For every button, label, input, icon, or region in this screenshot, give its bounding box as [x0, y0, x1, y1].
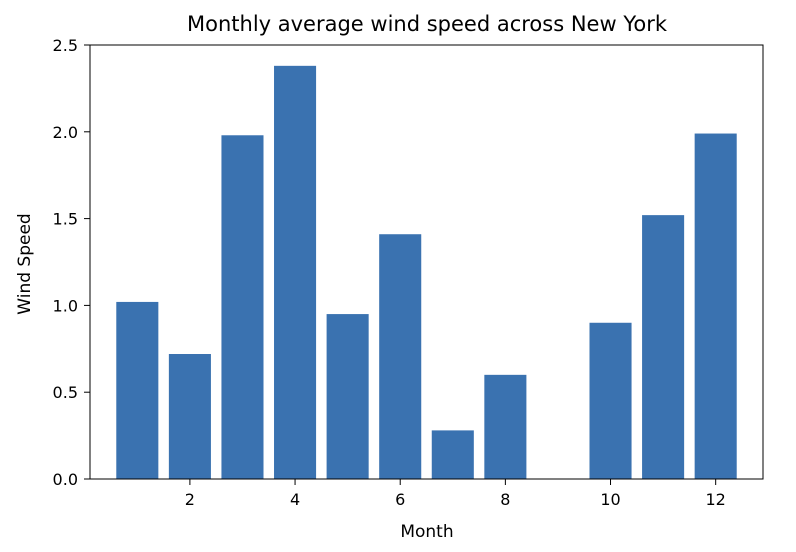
x-tick-label: 2	[185, 490, 195, 509]
bar-month-10	[589, 322, 632, 479]
bar-month-3	[221, 135, 264, 479]
x-tick-label: 8	[500, 490, 510, 509]
y-tick-label: 1.0	[53, 296, 78, 315]
bar-month-5	[326, 314, 369, 479]
y-axis-ticks: 0.0 0.5 1.0 1.5 2.0 2.5	[53, 36, 90, 489]
x-tick-label: 4	[290, 490, 300, 509]
bar-month-2	[168, 354, 211, 479]
bars-group	[116, 65, 737, 480]
x-axis-label: Month	[400, 522, 453, 542]
bar-month-7	[431, 430, 474, 479]
y-tick-label: 0.5	[53, 383, 78, 402]
y-tick-label: 1.5	[53, 210, 78, 229]
bar-month-1	[116, 301, 159, 479]
plot-frame	[89, 44, 764, 480]
y-axis-label: Wind Speed	[15, 213, 35, 314]
x-tick-label: 12	[706, 490, 726, 509]
y-tick-label: 0.0	[53, 470, 78, 489]
bar-month-4	[274, 65, 317, 479]
y-tick-label: 2.0	[53, 123, 78, 142]
bar-month-8	[484, 374, 527, 479]
y-tick-label: 2.5	[53, 36, 78, 55]
bar-month-11	[642, 215, 685, 480]
x-tick-label: 10	[600, 490, 620, 509]
x-axis-ticks: 2 4 6 8 10 12	[185, 479, 726, 509]
chart-title: Monthly average wind speed across New Yo…	[187, 12, 668, 36]
x-tick-label: 6	[395, 490, 405, 509]
bar-month-12	[694, 133, 737, 479]
bar-month-6	[379, 234, 422, 479]
